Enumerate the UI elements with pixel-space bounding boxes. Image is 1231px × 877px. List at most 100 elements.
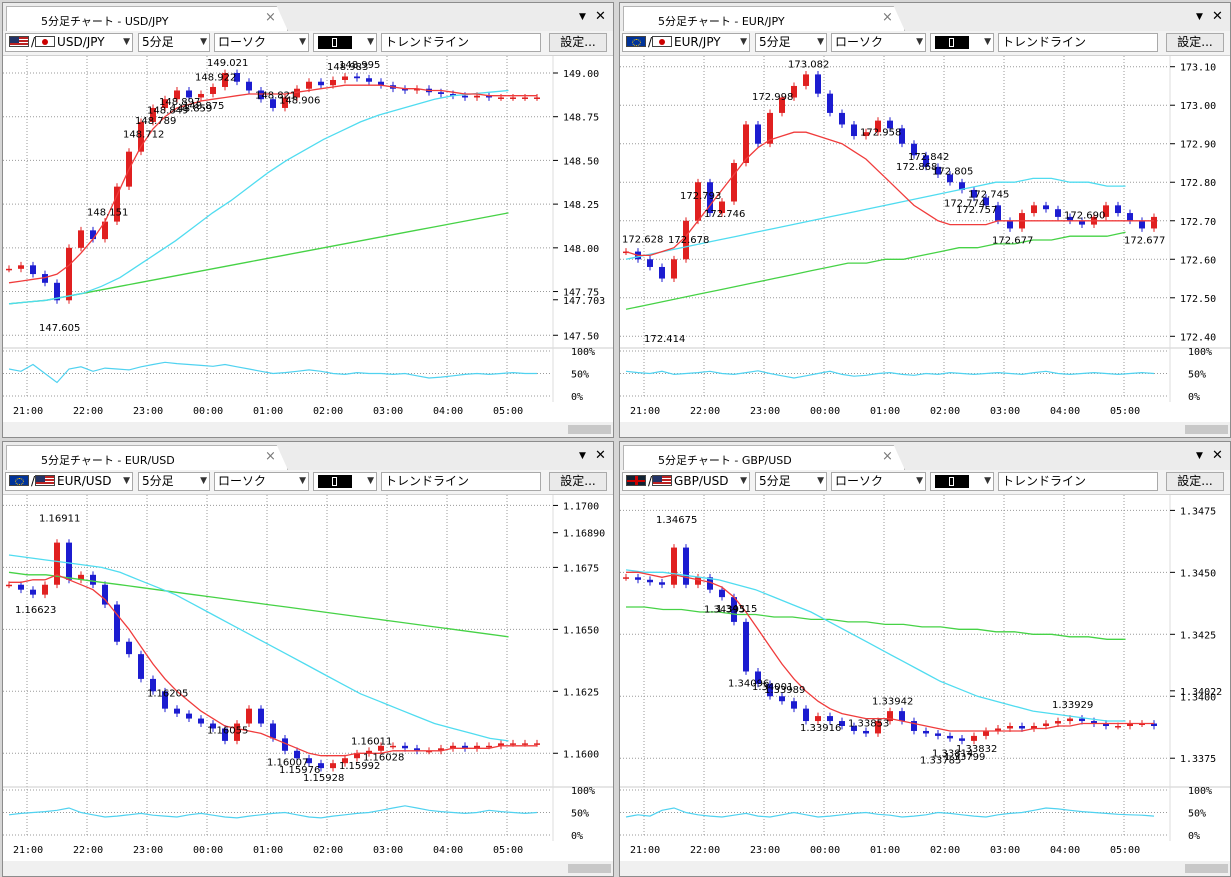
candle-body (354, 753, 360, 759)
close-panel-icon[interactable]: ✕ (1212, 9, 1223, 24)
horizontal-scrollbar[interactable] (620, 422, 1230, 437)
scrollbar-thumb[interactable] (568, 864, 611, 873)
candle-body (390, 745, 396, 748)
line-color-select[interactable]: ▼ (930, 472, 994, 491)
settings-button[interactable]: 設定... (549, 33, 607, 52)
panel-menu-icon[interactable]: ▼ (1196, 451, 1203, 461)
close-panel-icon[interactable]: ✕ (595, 9, 606, 24)
close-tab-icon[interactable]: × (882, 10, 893, 25)
timeframe-select[interactable]: 5分足 ▼ (138, 33, 210, 52)
candle-body (887, 711, 893, 722)
chart-tab[interactable]: 5分足チャート - USD/JPY × (6, 6, 288, 31)
drawing-tool-value: トレンドライン (1002, 35, 1087, 49)
flag-separator: / (648, 35, 653, 49)
candle-body (767, 683, 773, 697)
close-tab-icon[interactable]: × (265, 449, 276, 464)
candle-body (414, 748, 420, 751)
drawing-tool-select[interactable]: トレンドライン (381, 33, 541, 52)
candle-body (707, 577, 713, 590)
horizontal-scrollbar[interactable] (3, 861, 613, 876)
chart-tab[interactable]: 5分足チャート - EUR/JPY × (623, 6, 905, 31)
symbol-select[interactable]: / USD/JPY ▼ (5, 33, 133, 52)
oscillator-axis-label: 0% (571, 831, 583, 842)
settings-button[interactable]: 設定... (1166, 33, 1224, 52)
candle-body (102, 584, 108, 605)
horizontal-scrollbar[interactable] (3, 422, 613, 437)
drawing-tool-select[interactable]: トレンドライン (998, 472, 1158, 491)
timeframe-select[interactable]: 5分足 ▼ (138, 472, 210, 491)
candle-body (378, 81, 384, 86)
horizontal-scrollbar[interactable] (620, 861, 1230, 876)
price-annotation: 172.842 (908, 152, 949, 163)
panel-menu-icon[interactable]: ▼ (579, 451, 586, 461)
candle-body (246, 708, 252, 724)
candle-body (462, 95, 468, 98)
chart-tab[interactable]: 5分足チャート - EUR/USD × (6, 445, 288, 470)
price-annotation: 1.34096 (728, 678, 769, 689)
oscillator-axis-label: 100% (571, 786, 595, 797)
y-axis-tick-label: 1.1650 (563, 625, 599, 636)
chart-style-value: ローソク (835, 35, 884, 49)
line-color-select[interactable]: ▼ (313, 33, 377, 52)
y-axis-tick-label: 172.50 (1180, 294, 1216, 305)
close-panel-icon[interactable]: ✕ (1212, 448, 1223, 463)
close-tab-icon[interactable]: × (265, 10, 276, 25)
candle-body (983, 197, 989, 206)
price-chart[interactable]: 1.1700 1.16890 1.1675 1.1650 1.1625 1.1600 100… (3, 495, 613, 861)
chart-style-select[interactable]: ローソク ▼ (831, 33, 926, 52)
chart-toolbar: / GBP/USD ▼ 5分足 ▼ ローソク ▼ ▼ トレンドライン 設定... (620, 470, 1230, 495)
price-chart[interactable]: 173.10 173.00 172.90 172.80 172.70 172.60 172.… (620, 56, 1230, 422)
settings-button[interactable]: 設定... (1166, 472, 1224, 491)
candle-body (318, 81, 324, 86)
price-chart[interactable]: 149.00148.75148.50148.25148.00147.75147.… (3, 56, 613, 422)
y-axis-tick-label: 1.1700 (563, 501, 599, 512)
candle-body (1127, 213, 1133, 221)
y-axis-tick-label: 172.70 (1180, 217, 1216, 228)
symbol-select[interactable]: / EUR/JPY ▼ (622, 33, 750, 52)
chart-style-select[interactable]: ローソク ▼ (214, 472, 309, 491)
chart-style-value: ローソク (218, 35, 267, 49)
candle-body (623, 251, 629, 254)
y-axis-tick-label: 1.3450 (1180, 568, 1216, 579)
drawing-tool-select[interactable]: トレンドライン (381, 472, 541, 491)
candle-body (174, 90, 180, 100)
candle-body (210, 86, 216, 94)
symbol-select[interactable]: / EUR/USD ▼ (5, 472, 133, 491)
price-annotation: 1.15992 (339, 761, 380, 772)
x-axis-time-label: 04:00 (1050, 845, 1080, 856)
line-color-select[interactable]: ▼ (930, 33, 994, 52)
chart-style-select[interactable]: ローソク ▼ (831, 472, 926, 491)
panel-menu-icon[interactable]: ▼ (579, 12, 586, 22)
drawing-tool-select[interactable]: トレンドライン (998, 33, 1158, 52)
candle-body (126, 641, 132, 655)
candle-body (162, 691, 168, 709)
candle-body (1115, 205, 1121, 214)
settings-button[interactable]: 設定... (549, 472, 607, 491)
candle-body (18, 265, 24, 269)
close-tab-icon[interactable]: × (882, 449, 893, 464)
chevron-down-icon: ▼ (367, 476, 374, 486)
chart-tab[interactable]: 5分足チャート - GBP/USD × (623, 445, 905, 470)
symbol-label: GBP/USD (674, 474, 729, 488)
candle-body (234, 72, 240, 82)
candle-body (522, 97, 528, 99)
candle-body (318, 763, 324, 769)
candle-body (995, 205, 1001, 221)
panel-menu-icon[interactable]: ▼ (1196, 12, 1203, 22)
candle-body (875, 721, 881, 734)
close-panel-icon[interactable]: ✕ (595, 448, 606, 463)
y-axis-tick-label: 1.1625 (563, 687, 599, 698)
scrollbar-thumb[interactable] (1185, 425, 1228, 434)
timeframe-select[interactable]: 5分足 ▼ (755, 472, 827, 491)
line-color-select[interactable]: ▼ (313, 472, 377, 491)
scrollbar-thumb[interactable] (1185, 864, 1228, 873)
symbol-select[interactable]: / GBP/USD ▼ (622, 472, 750, 491)
y-axis-tick-label: 148.50 (563, 156, 599, 167)
x-axis-time-label: 00:00 (193, 406, 223, 417)
candle-body (959, 182, 965, 190)
chart-style-select[interactable]: ローソク ▼ (214, 33, 309, 52)
scrollbar-thumb[interactable] (568, 425, 611, 434)
price-annotation: 148.821 (255, 90, 296, 101)
timeframe-select[interactable]: 5分足 ▼ (755, 33, 827, 52)
